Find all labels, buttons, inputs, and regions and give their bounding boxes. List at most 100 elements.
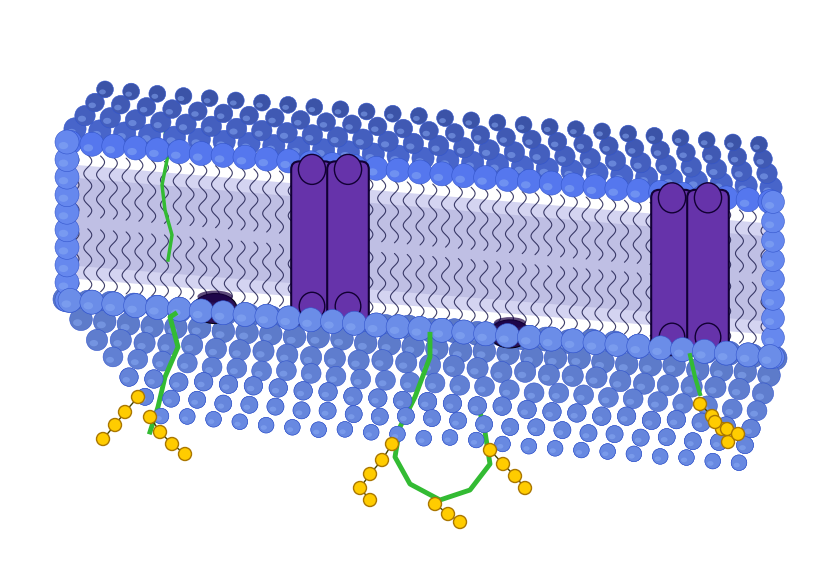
Ellipse shape (493, 397, 512, 415)
Ellipse shape (737, 436, 753, 454)
Ellipse shape (228, 92, 244, 109)
Ellipse shape (319, 383, 337, 401)
Ellipse shape (732, 161, 752, 181)
Ellipse shape (368, 168, 377, 176)
Ellipse shape (252, 121, 272, 141)
Ellipse shape (504, 427, 511, 432)
Ellipse shape (113, 340, 122, 347)
Ellipse shape (528, 393, 535, 399)
Ellipse shape (696, 323, 721, 351)
Ellipse shape (193, 293, 237, 324)
Ellipse shape (123, 377, 130, 383)
Ellipse shape (583, 341, 593, 348)
Ellipse shape (619, 364, 627, 371)
Ellipse shape (670, 337, 695, 362)
Ellipse shape (217, 313, 227, 321)
Ellipse shape (627, 399, 634, 405)
Ellipse shape (671, 337, 696, 361)
Ellipse shape (561, 329, 585, 353)
Ellipse shape (718, 353, 727, 360)
Ellipse shape (80, 290, 104, 314)
Ellipse shape (521, 410, 528, 415)
Ellipse shape (659, 183, 685, 213)
Ellipse shape (757, 159, 764, 165)
Ellipse shape (423, 410, 440, 427)
Ellipse shape (188, 128, 210, 150)
Ellipse shape (334, 154, 361, 184)
Ellipse shape (189, 391, 206, 408)
Ellipse shape (222, 384, 229, 390)
Ellipse shape (177, 96, 184, 101)
Ellipse shape (144, 411, 156, 423)
Ellipse shape (454, 515, 466, 529)
Ellipse shape (543, 339, 553, 346)
Ellipse shape (227, 358, 247, 378)
Ellipse shape (299, 308, 323, 332)
Ellipse shape (721, 353, 731, 360)
Ellipse shape (161, 344, 170, 351)
Ellipse shape (407, 144, 414, 149)
Ellipse shape (322, 392, 329, 398)
Ellipse shape (568, 404, 586, 422)
Ellipse shape (533, 154, 541, 160)
Ellipse shape (543, 403, 561, 421)
Ellipse shape (718, 198, 727, 205)
Ellipse shape (308, 320, 318, 327)
Ellipse shape (208, 419, 214, 424)
Ellipse shape (667, 411, 685, 429)
Ellipse shape (580, 424, 597, 442)
Ellipse shape (378, 131, 398, 152)
Ellipse shape (452, 164, 475, 188)
Ellipse shape (568, 347, 591, 370)
Ellipse shape (449, 340, 472, 363)
Ellipse shape (331, 328, 354, 350)
Ellipse shape (230, 101, 237, 105)
Ellipse shape (322, 392, 329, 398)
Ellipse shape (767, 358, 776, 366)
Ellipse shape (299, 151, 323, 175)
Ellipse shape (714, 186, 738, 210)
Ellipse shape (369, 389, 387, 407)
Ellipse shape (666, 366, 675, 372)
Ellipse shape (761, 375, 770, 382)
Ellipse shape (215, 313, 224, 320)
Ellipse shape (602, 451, 608, 456)
Ellipse shape (497, 444, 503, 448)
Ellipse shape (185, 345, 193, 351)
Ellipse shape (129, 120, 137, 126)
Ellipse shape (343, 154, 366, 178)
Ellipse shape (474, 322, 497, 345)
Ellipse shape (167, 297, 192, 321)
Ellipse shape (263, 318, 272, 325)
Ellipse shape (685, 432, 701, 450)
Ellipse shape (695, 339, 718, 363)
Ellipse shape (320, 122, 327, 128)
Ellipse shape (495, 436, 511, 452)
Ellipse shape (628, 148, 636, 154)
Ellipse shape (150, 307, 159, 315)
Ellipse shape (452, 420, 459, 426)
Ellipse shape (105, 146, 115, 153)
Ellipse shape (685, 432, 701, 450)
Ellipse shape (426, 337, 449, 360)
Ellipse shape (707, 461, 713, 466)
Ellipse shape (695, 183, 722, 213)
Ellipse shape (620, 416, 627, 422)
Ellipse shape (360, 112, 367, 117)
Ellipse shape (653, 448, 668, 464)
Ellipse shape (545, 412, 553, 417)
Ellipse shape (80, 302, 89, 309)
Ellipse shape (379, 380, 386, 386)
Ellipse shape (55, 200, 79, 224)
FancyBboxPatch shape (328, 161, 369, 324)
Ellipse shape (259, 316, 268, 323)
Ellipse shape (452, 320, 475, 344)
Ellipse shape (78, 116, 86, 122)
Ellipse shape (627, 334, 651, 358)
Ellipse shape (282, 105, 289, 110)
Ellipse shape (267, 398, 284, 415)
Ellipse shape (517, 325, 541, 349)
Ellipse shape (324, 321, 333, 329)
Ellipse shape (645, 420, 653, 426)
Ellipse shape (276, 149, 301, 173)
